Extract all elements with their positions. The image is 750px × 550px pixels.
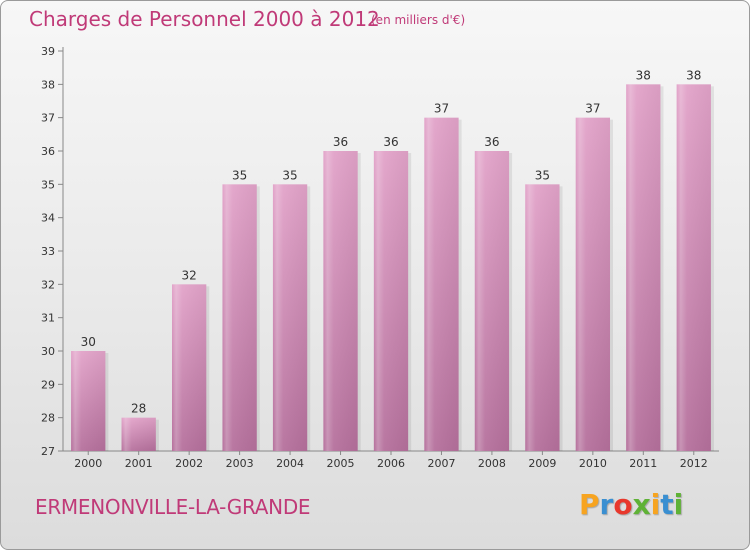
value-label: 35 xyxy=(535,168,550,182)
value-label: 36 xyxy=(333,135,348,149)
y-tick-label: 39 xyxy=(41,45,55,58)
y-tick-label: 29 xyxy=(41,378,55,391)
x-tick-label: 2006 xyxy=(377,457,405,470)
x-tick-label: 2000 xyxy=(74,457,102,470)
bars xyxy=(71,84,714,452)
y-tick-label: 33 xyxy=(41,245,55,258)
x-tick-label: 2001 xyxy=(125,457,153,470)
chart-subtitle: (en milliers d'€) xyxy=(371,13,466,27)
y-tick-label: 28 xyxy=(41,412,55,425)
y-tick-label: 35 xyxy=(41,178,55,191)
value-label: 28 xyxy=(131,402,146,416)
y-tick-label: 37 xyxy=(41,112,55,125)
logo-letter: x xyxy=(632,488,651,521)
bar-highlight xyxy=(525,184,560,452)
value-labels: 30 28 32 35 35 36 36 37 36 35 37 38 38 xyxy=(81,68,702,415)
y-tick-label: 30 xyxy=(41,345,55,358)
x-tick-label: 2009 xyxy=(528,457,556,470)
value-label: 37 xyxy=(434,102,449,116)
proxiti-logo: Proxiti xyxy=(579,488,683,521)
value-label: 36 xyxy=(383,135,398,149)
bar-highlight xyxy=(424,117,459,452)
bar-highlight xyxy=(121,417,156,451)
value-label: 36 xyxy=(484,135,499,149)
logo-letter: i xyxy=(650,488,661,521)
x-tick-label: 2005 xyxy=(327,457,355,470)
y-tick-label: 32 xyxy=(41,278,55,291)
bar-highlight xyxy=(171,284,207,451)
bar-highlight xyxy=(575,117,611,452)
bar-highlight xyxy=(71,351,106,451)
y-tick-label: 38 xyxy=(41,78,55,91)
x-tick-label: 2002 xyxy=(175,457,203,470)
chart-title: Charges de Personnel 2000 à 2012 xyxy=(29,7,380,31)
bar-highlight xyxy=(222,184,257,452)
bar-highlight xyxy=(373,151,409,451)
bar-highlight xyxy=(323,151,358,451)
value-label: 38 xyxy=(686,68,701,82)
x-tick-label: 2011 xyxy=(629,457,657,470)
value-label: 35 xyxy=(232,168,247,182)
x-tick-label: 2010 xyxy=(579,457,607,470)
axes: 27 28 29 30 31 32 33 34 35 36 37 38 39 2000 2001 2002 20… xyxy=(41,45,719,470)
value-label: 38 xyxy=(636,68,651,82)
value-label: 35 xyxy=(282,168,297,182)
x-tick-label: 2004 xyxy=(276,457,304,470)
x-tick-label: 2007 xyxy=(427,457,455,470)
logo-letter: t xyxy=(660,488,674,521)
y-tick-label: 31 xyxy=(41,312,55,325)
logo-letter: i xyxy=(673,488,684,521)
y-tick-label: 34 xyxy=(41,212,55,225)
x-tick-label: 2003 xyxy=(226,457,254,470)
bar-highlight xyxy=(676,84,711,451)
logo-letter: o xyxy=(613,488,633,521)
commune-name: ERMENONVILLE-LA-GRANDE xyxy=(35,495,311,519)
x-tick-label: 2008 xyxy=(478,457,506,470)
logo-letter: r xyxy=(599,488,614,521)
value-label: 32 xyxy=(182,268,197,282)
x-tick-label: 2012 xyxy=(680,457,708,470)
y-tick-label: 36 xyxy=(41,145,55,158)
bar-highlight xyxy=(626,84,661,451)
bar-highlight xyxy=(474,151,510,451)
value-label: 30 xyxy=(81,335,96,349)
value-label: 37 xyxy=(585,102,600,116)
y-tick-label: 27 xyxy=(41,445,55,458)
bar-highlight xyxy=(272,184,308,452)
logo-letter: P xyxy=(579,488,600,521)
